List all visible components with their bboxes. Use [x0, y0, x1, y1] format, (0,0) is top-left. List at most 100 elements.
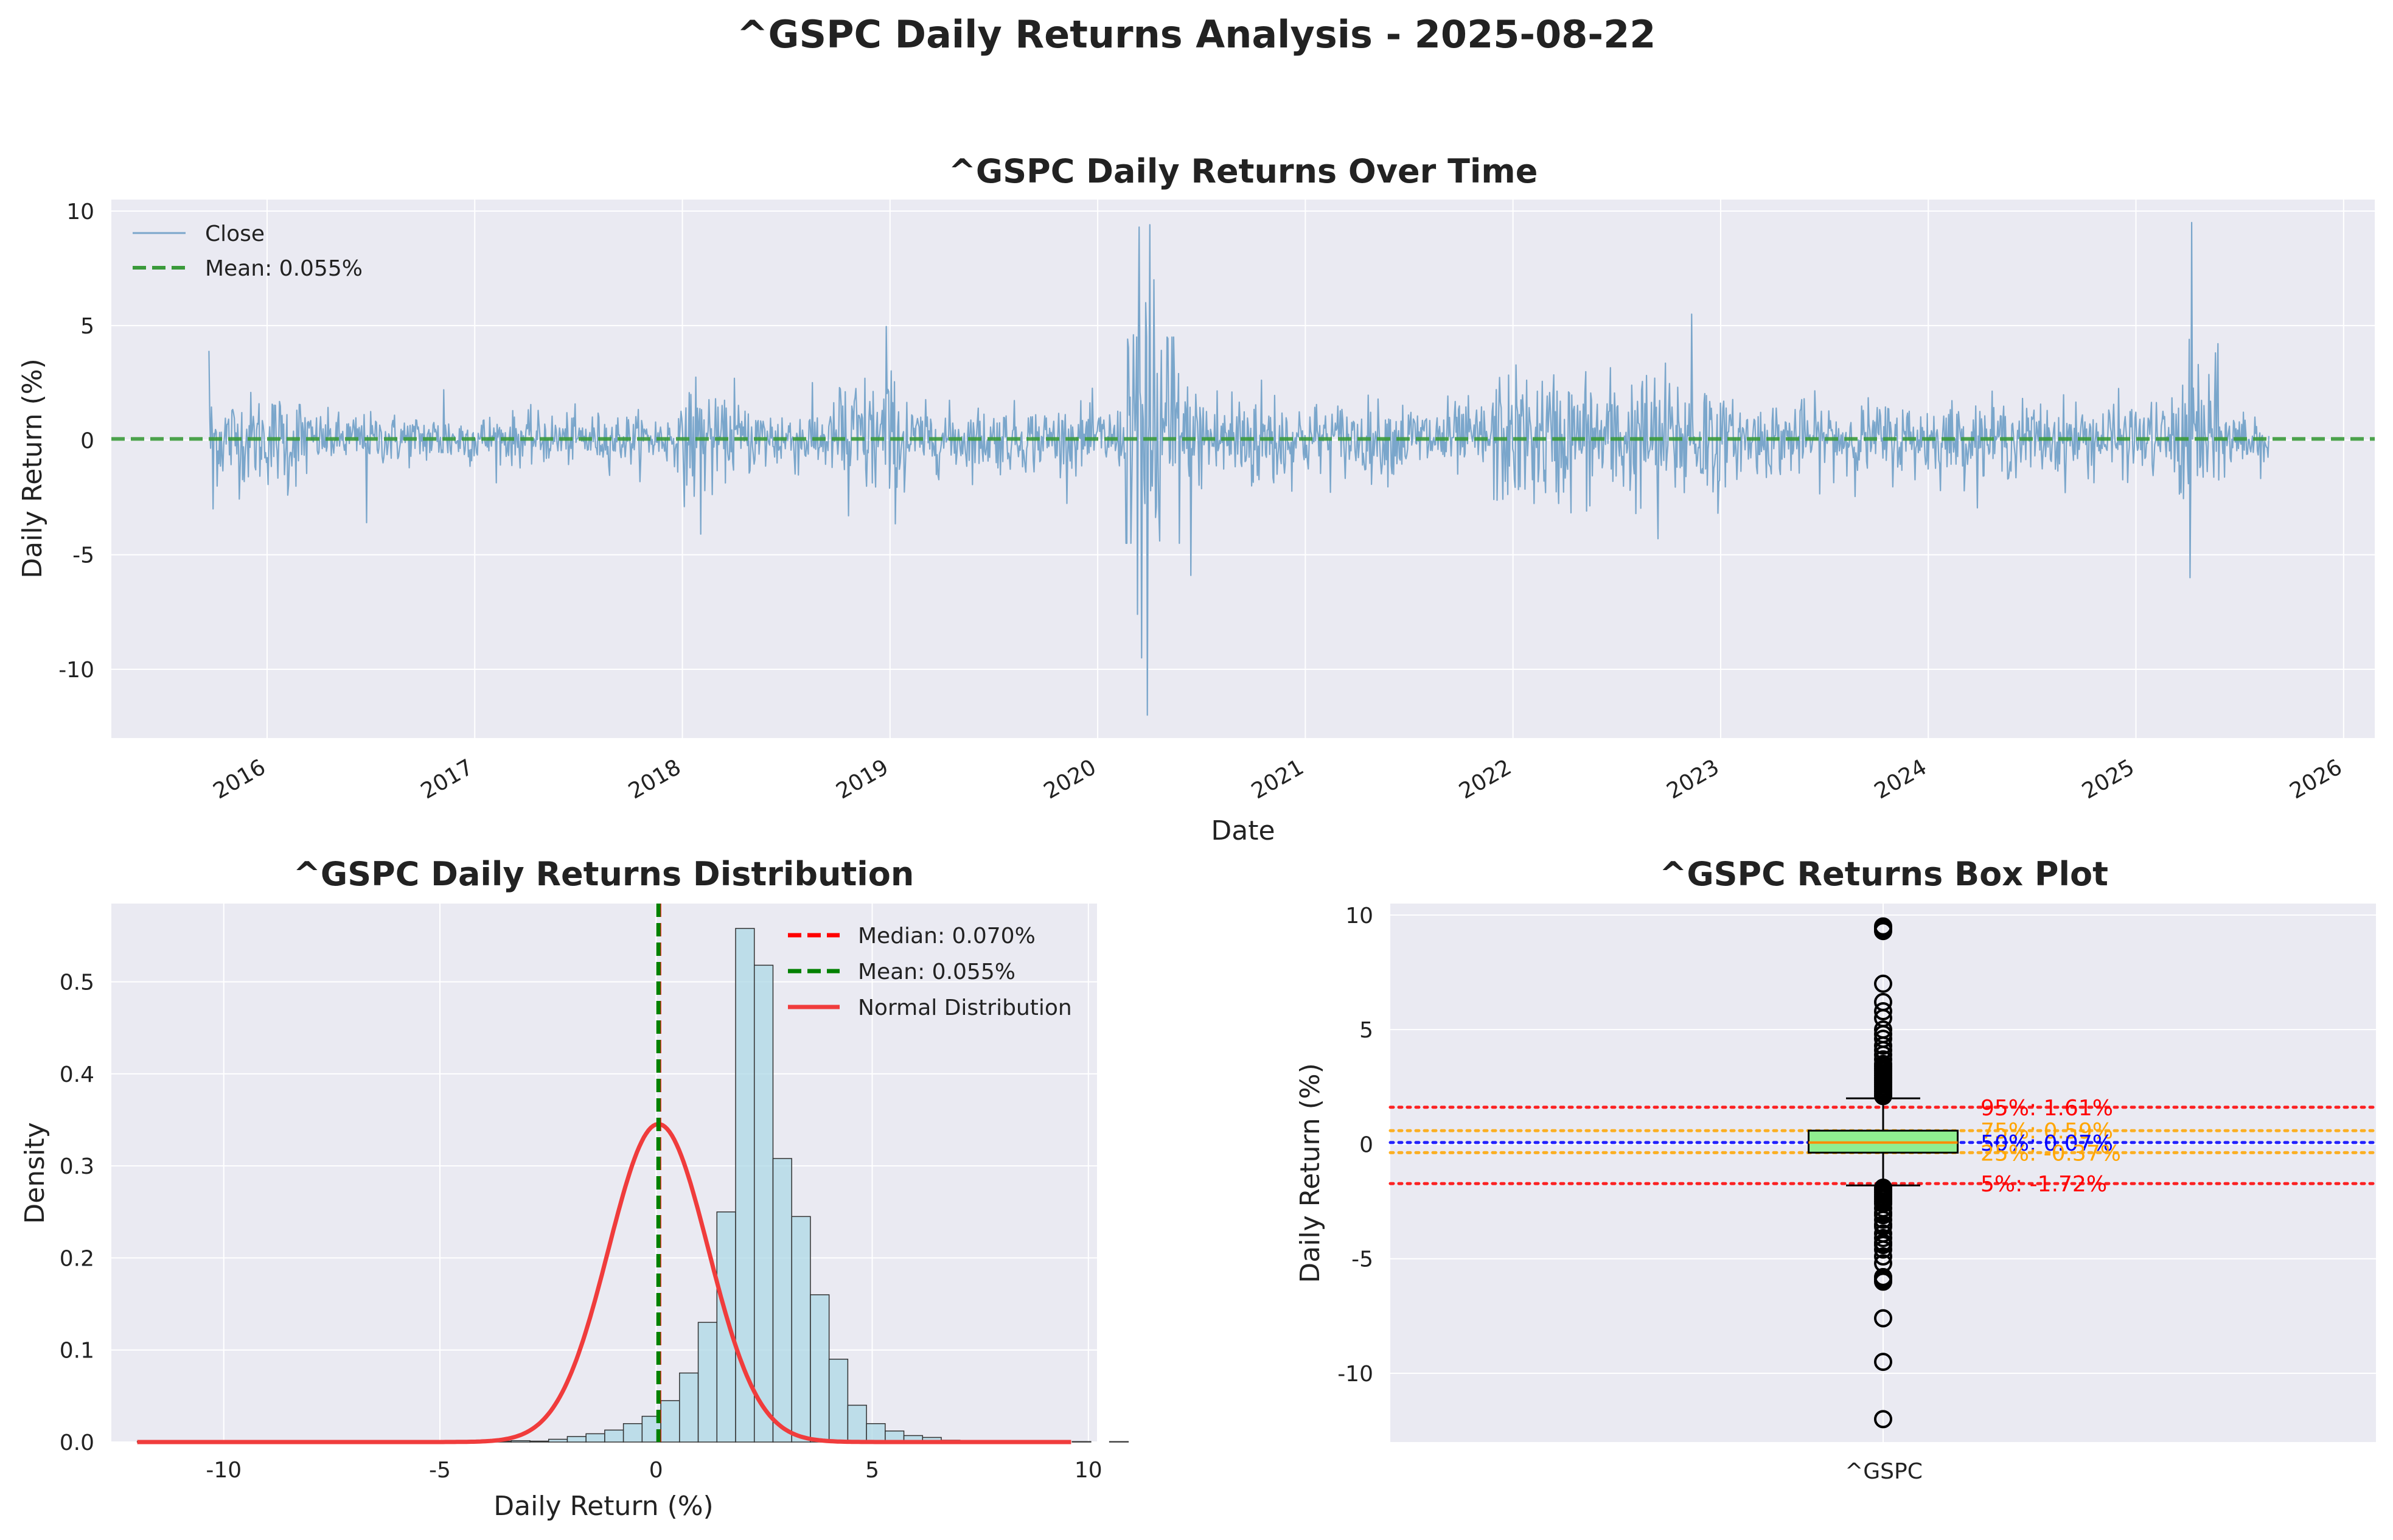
y-tick-label: 0.3	[60, 1154, 94, 1179]
x-tick-label: 10	[1075, 1458, 1102, 1483]
x-tick-label: 2026	[2285, 754, 2346, 804]
histogram-bar	[828, 1359, 849, 1443]
timeseries-title: ^GSPC Daily Returns Over Time	[949, 152, 1538, 190]
histogram-bar	[753, 964, 774, 1443]
distribution-y-label: Density	[19, 1122, 51, 1224]
histogram-bar	[1109, 1441, 1129, 1443]
histogram-bar	[772, 1158, 792, 1443]
close-returns-line	[208, 221, 2269, 716]
outlier-point	[1874, 1410, 1892, 1429]
normal-distribution-curve	[137, 1121, 1071, 1444]
timeseries-legend: Close Mean: 0.055%	[133, 221, 363, 281]
outlier-point	[1874, 922, 1892, 941]
y-tick-label: -10	[1337, 1362, 1373, 1387]
outlier-point	[1874, 1087, 1892, 1106]
histogram-bar	[660, 1400, 680, 1443]
histogram-bar	[510, 1440, 531, 1443]
distribution-x-ticks: -10 -5 0 5 10	[206, 1458, 1102, 1483]
histogram-bar	[679, 1372, 699, 1443]
histogram-bar	[866, 1423, 886, 1443]
x-tick-label: 2025	[2078, 754, 2139, 804]
histogram-bar	[622, 1423, 643, 1443]
x-tick-label: -10	[206, 1458, 242, 1483]
timeseries-series	[111, 221, 2375, 716]
histogram-bar	[716, 1211, 736, 1443]
y-tick-label: 5	[80, 314, 94, 339]
histogram-bar	[791, 1216, 811, 1443]
x-tick-label: 2017	[417, 754, 478, 804]
x-tick-label: 2018	[624, 754, 685, 804]
returns-distribution-panel: ^GSPC Daily Returns Distribution 0.00.10…	[19, 855, 1129, 1522]
legend-mean-hist-label: Mean: 0.055%	[858, 960, 1015, 984]
x-tick-label: 2021	[1247, 754, 1308, 804]
y-tick-label: -5	[1351, 1247, 1373, 1272]
distribution-normal-curve	[137, 1121, 1071, 1444]
outlier-point	[1874, 1002, 1892, 1020]
histogram-bar	[1071, 1441, 1092, 1443]
x-tick-label: 0	[649, 1458, 663, 1483]
x-tick-label: 2022	[1455, 754, 1516, 804]
legend-close-label: Close	[205, 221, 265, 246]
boxplot-percentile-labels: 95%: 1.61%75%: 0.59%50%: 0.07%25%: -0.37…	[1980, 1096, 2121, 1197]
y-tick-label: 0	[1359, 1132, 1373, 1157]
outlier-point	[1874, 1309, 1892, 1328]
y-tick-label: 10	[1345, 904, 1373, 929]
histogram-bar	[697, 1322, 718, 1443]
figure-title: ^GSPC Daily Returns Analysis - 2025-08-2…	[737, 12, 1656, 57]
y-tick-label: 10	[66, 200, 94, 225]
returns-boxplot-panel: ^GSPC Returns Box Plot 95%: 1.61%75%: 0.…	[1295, 855, 2378, 1484]
percentile-label: 25%: -0.37%	[1980, 1141, 2121, 1166]
outlier-point	[1874, 1206, 1892, 1225]
x-tick-label: 2016	[209, 754, 270, 804]
x-tick-label: 5	[865, 1458, 879, 1483]
outlier-point	[1874, 1210, 1892, 1229]
histogram-bar	[566, 1436, 587, 1443]
outlier-point	[1874, 1353, 1892, 1371]
x-tick-label: 2020	[1040, 754, 1101, 804]
outlier-point	[1874, 1272, 1892, 1291]
distribution-x-label: Daily Return (%)	[493, 1491, 713, 1522]
histogram-bar	[604, 1429, 624, 1443]
distribution-legend: Median: 0.070% Mean: 0.055% Normal Distr…	[788, 924, 1072, 1020]
y-tick-label: -5	[72, 543, 94, 568]
timeseries-y-label: Daily Return (%)	[17, 358, 48, 578]
outlier-point	[1874, 974, 1892, 993]
histogram-bar	[810, 1294, 830, 1443]
y-tick-label: 0.2	[60, 1246, 94, 1271]
boxplot-category-label: ^GSPC	[1845, 1459, 1923, 1484]
histogram-bar	[548, 1438, 568, 1443]
distribution-title: ^GSPC Daily Returns Distribution	[293, 855, 914, 893]
y-tick-label: 0	[80, 428, 94, 453]
percentile-label: 75%: 0.59%	[1980, 1119, 2113, 1144]
outlier-point	[1874, 1240, 1892, 1259]
timeseries-y-ticks: 10 5 0 -5 -10	[58, 200, 94, 683]
histogram-bar	[585, 1433, 605, 1443]
timeseries-plot-area	[111, 200, 2375, 738]
percentile-label: 50%: 0.07%	[1980, 1131, 2113, 1156]
outlier-point	[1874, 1036, 1892, 1055]
boxplot-title: ^GSPC Returns Box Plot	[1659, 855, 2108, 893]
percentile-label: 95%: 1.61%	[1980, 1096, 2113, 1121]
y-tick-label: 0.4	[60, 1062, 94, 1087]
boxplot-outliers	[1874, 917, 1892, 1429]
outlier-point	[1874, 1247, 1892, 1266]
y-tick-label: 0.1	[60, 1339, 94, 1364]
x-tick-label: 2023	[1663, 754, 1724, 804]
y-tick-label: 0.5	[60, 970, 94, 995]
legend-median-label: Median: 0.070%	[858, 924, 1036, 949]
histogram-bar	[529, 1440, 549, 1443]
histogram-bar	[735, 928, 755, 1443]
outlier-point	[1874, 1228, 1892, 1247]
boxplot-y-label: Daily Return (%)	[1295, 1063, 1326, 1283]
timeseries-x-ticks: 2016 2017 2018 2019 2020 2021 2022 2023 2024 2025…	[209, 754, 2347, 804]
legend-mean-label: Mean: 0.055%	[205, 256, 363, 281]
histogram-bar	[847, 1404, 867, 1443]
distribution-plot-area	[111, 904, 1097, 1442]
returns-timeseries-panel: ^GSPC Daily Returns Over Time 1050-5-10 …	[17, 152, 2375, 846]
legend-normal-label: Normal Distribution	[858, 995, 1072, 1020]
percentile-label: 5%: -1.72%	[1980, 1172, 2107, 1197]
x-tick-label: -5	[429, 1458, 451, 1483]
x-tick-label: 2024	[1870, 754, 1931, 804]
distribution-reference-lines	[656, 904, 661, 1442]
